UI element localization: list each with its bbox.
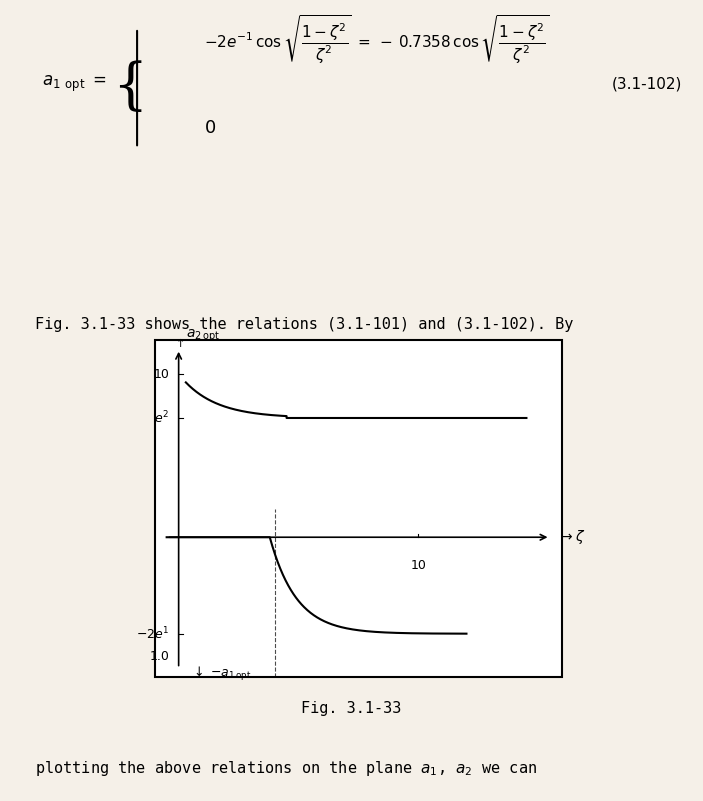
Text: $a_{2\,\rm opt}$: $a_{2\,\rm opt}$ bbox=[186, 328, 220, 344]
Text: 10: 10 bbox=[153, 368, 169, 380]
Text: Fig. 3.1-33 shows the relations (3.1-101) and (3.1-102). By: Fig. 3.1-33 shows the relations (3.1-101… bbox=[35, 317, 574, 332]
Text: $\rightarrow\zeta$: $\rightarrow\zeta$ bbox=[557, 528, 585, 546]
Text: {: { bbox=[112, 61, 148, 115]
Text: 1.0: 1.0 bbox=[149, 650, 169, 663]
Text: $a_1\;_{\rm opt}\;=$: $a_1\;_{\rm opt}\;=$ bbox=[42, 74, 106, 95]
Text: $\uparrow$: $\uparrow$ bbox=[173, 336, 184, 349]
Text: $\downarrow$ $-a_{1\,\rm opt}$: $\downarrow$ $-a_{1\,\rm opt}$ bbox=[191, 665, 251, 683]
Text: $-2e^{-1}\,\cos\sqrt{\dfrac{1-\zeta^2}{\zeta^2}}\;=\;-\,0.7358\,\cos\sqrt{\dfrac: $-2e^{-1}\,\cos\sqrt{\dfrac{1-\zeta^2}{\… bbox=[204, 14, 550, 66]
Text: plotting the above relations on the plane $a_1$, $a_2$ we can: plotting the above relations on the plan… bbox=[35, 759, 537, 779]
Text: 10: 10 bbox=[411, 559, 427, 572]
Text: $0$: $0$ bbox=[204, 119, 216, 137]
Text: Fig. 3.1-33: Fig. 3.1-33 bbox=[302, 702, 401, 716]
Text: (3.1-102): (3.1-102) bbox=[612, 77, 682, 91]
Text: $e^2$: $e^2$ bbox=[154, 409, 169, 426]
Text: $-2e^1$: $-2e^1$ bbox=[136, 626, 169, 642]
